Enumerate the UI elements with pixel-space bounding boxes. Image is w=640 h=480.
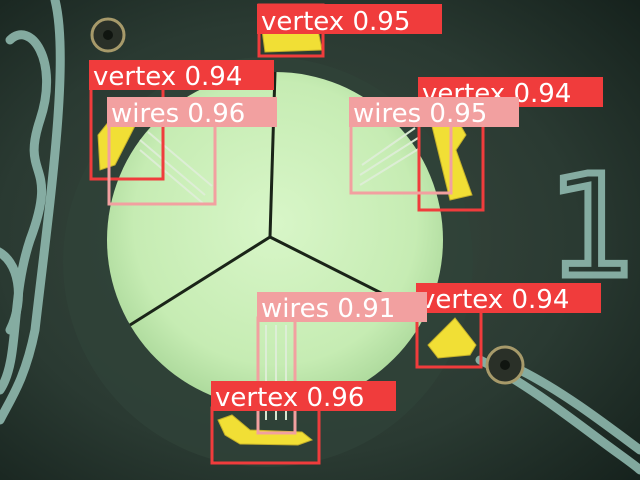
detection-labels: vertex 0.95 vertex 0.94 vertex 0.94 wire…: [89, 4, 603, 413]
detection-label-vertex: vertex 0.94: [89, 60, 274, 92]
detection-label-vertex: vertex 0.95: [257, 4, 442, 37]
svg-text:vertex 0.94: vertex 0.94: [420, 285, 569, 315]
svg-text:wires 0.95: wires 0.95: [353, 99, 487, 129]
wire-traces: [139, 127, 421, 420]
svg-text:vertex 0.94: vertex 0.94: [93, 62, 242, 92]
mounting-holes: [90, 17, 525, 385]
detection-label-vertex: vertex 0.96: [211, 381, 396, 413]
svg-text:wires 0.96: wires 0.96: [111, 99, 245, 129]
detection-label-wires: wires 0.96: [107, 97, 277, 129]
detection-label-wires: wires 0.95: [349, 97, 519, 129]
detection-label-wires: wires 0.91: [257, 292, 427, 324]
svg-text:vertex 0.96: vertex 0.96: [215, 383, 364, 413]
detection-label-vertex: vertex 0.94: [416, 283, 601, 315]
svg-text:vertex 0.95: vertex 0.95: [261, 7, 410, 37]
svg-text:wires 0.91: wires 0.91: [261, 294, 395, 324]
